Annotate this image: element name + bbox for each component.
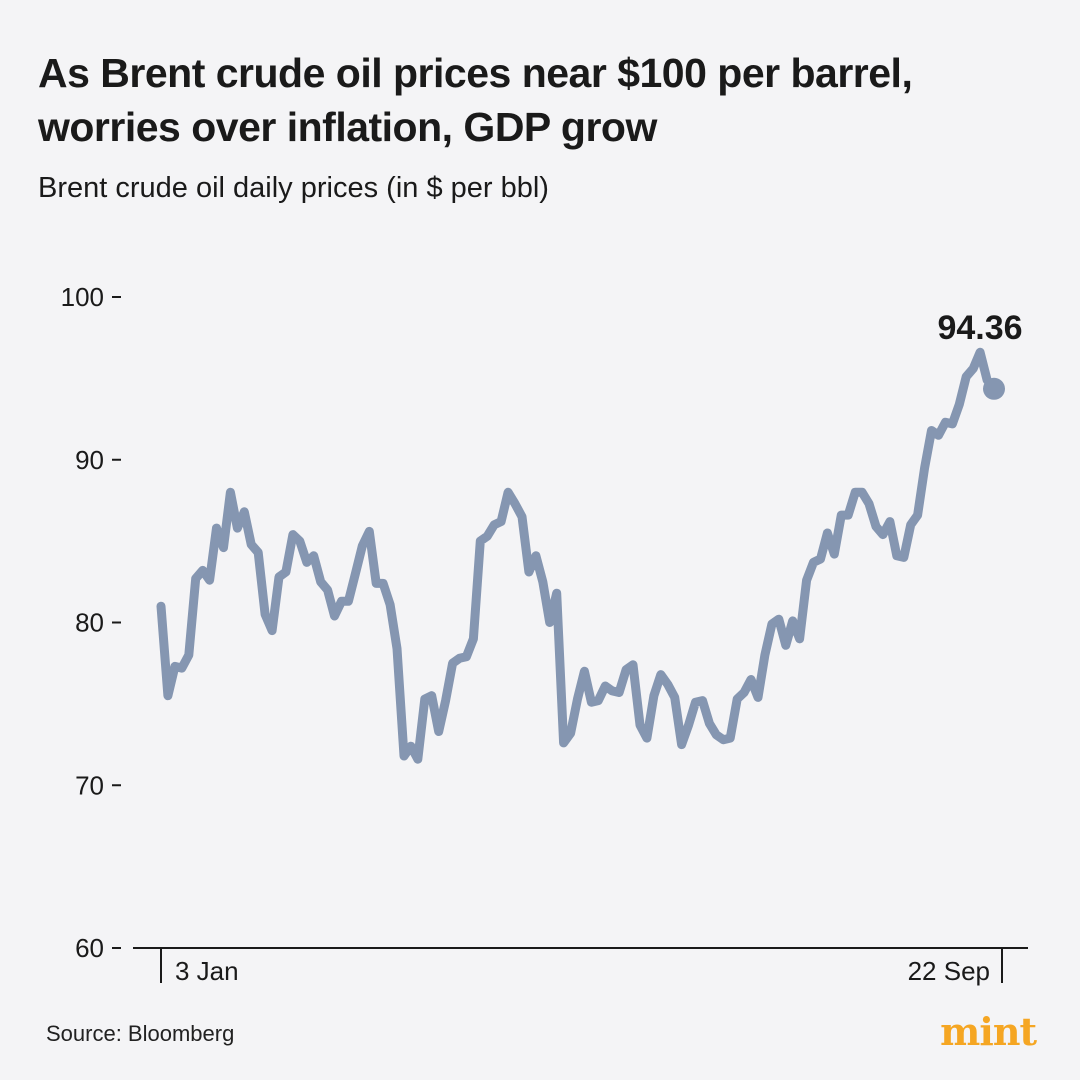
y-axis: 100 90 80 70 60 <box>61 282 121 963</box>
y-tick-label-60: 60 <box>75 933 104 963</box>
chart-title: As Brent crude oil prices near $100 per … <box>38 50 913 150</box>
x-tick-label-start: 3 Jan <box>175 956 239 986</box>
x-tick-label-end: 22 Sep <box>908 956 990 986</box>
y-tick-label-90: 90 <box>75 445 104 475</box>
chart-subtitle: Brent crude oil daily prices (in $ per b… <box>38 172 549 204</box>
source-note: Source: Bloomberg <box>46 1021 235 1046</box>
series-line-brent <box>156 347 999 764</box>
y-tick-label-100: 100 <box>61 282 104 312</box>
y-tick-label-70: 70 <box>75 770 104 800</box>
plot-area: 94.36 <box>156 309 1023 764</box>
end-point-marker <box>983 377 1005 400</box>
x-axis: 3 Jan 22 Sep <box>133 947 1028 986</box>
y-tick-label-80: 80 <box>75 608 104 638</box>
end-value-label: 94.36 <box>937 309 1022 347</box>
mint-logo: mint <box>940 1009 1037 1054</box>
